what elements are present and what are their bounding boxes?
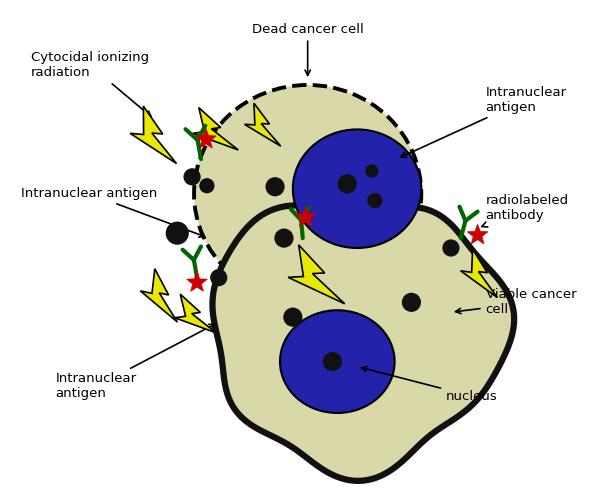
Polygon shape [130, 106, 176, 164]
Circle shape [166, 222, 188, 244]
Text: Viable cancer
cell: Viable cancer cell [455, 288, 576, 317]
Circle shape [211, 270, 227, 285]
Circle shape [368, 194, 382, 208]
Circle shape [266, 178, 284, 196]
Polygon shape [467, 224, 488, 244]
Polygon shape [196, 129, 216, 148]
Polygon shape [140, 269, 178, 322]
Polygon shape [187, 272, 208, 291]
Circle shape [184, 169, 200, 185]
Polygon shape [212, 206, 514, 481]
Polygon shape [288, 245, 345, 304]
Circle shape [275, 229, 293, 247]
Ellipse shape [280, 310, 395, 413]
Circle shape [338, 175, 356, 193]
Polygon shape [193, 107, 238, 150]
Text: Dead cancer cell: Dead cancer cell [252, 23, 364, 75]
Polygon shape [295, 207, 316, 226]
Polygon shape [461, 249, 497, 297]
Text: Intranuclear antigen: Intranuclear antigen [21, 187, 205, 237]
Circle shape [200, 179, 214, 193]
Text: nucleus: nucleus [362, 366, 498, 403]
Text: radiolabeled
antibody: radiolabeled antibody [482, 194, 569, 227]
Circle shape [366, 165, 378, 177]
Ellipse shape [293, 130, 421, 248]
Text: Intranuclear
antigen: Intranuclear antigen [401, 86, 566, 157]
Circle shape [403, 293, 420, 311]
Ellipse shape [194, 85, 421, 302]
Circle shape [323, 352, 341, 371]
Circle shape [284, 308, 302, 326]
Text: Intranuclear
antigen: Intranuclear antigen [56, 324, 215, 400]
Polygon shape [245, 103, 281, 146]
Text: Cytocidal ionizing
radiation: Cytocidal ionizing radiation [31, 51, 151, 116]
Polygon shape [175, 294, 217, 333]
Circle shape [443, 240, 459, 256]
